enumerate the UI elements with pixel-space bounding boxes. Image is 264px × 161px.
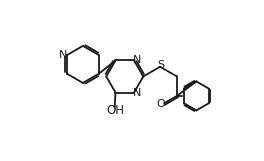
Text: OH: OH: [106, 104, 124, 118]
Text: S: S: [157, 60, 164, 70]
Text: O: O: [157, 99, 166, 109]
Text: N: N: [133, 55, 141, 65]
Text: N: N: [59, 50, 67, 60]
Text: N: N: [133, 88, 141, 98]
